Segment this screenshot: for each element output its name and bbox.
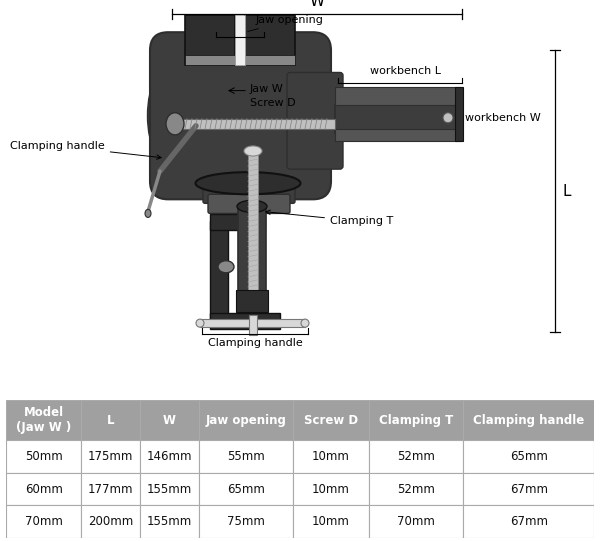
Bar [249, 315, 257, 335]
Bar [199, 505, 293, 538]
Bar [245, 55, 295, 65]
Text: 70mm: 70mm [397, 516, 435, 529]
Bar [199, 473, 293, 505]
Text: 155mm: 155mm [147, 516, 192, 529]
Bar [6, 400, 81, 440]
Bar [185, 55, 235, 65]
Text: 67mm: 67mm [509, 483, 548, 496]
Ellipse shape [301, 319, 309, 327]
Text: Jaw opening: Jaw opening [248, 15, 324, 31]
Bar [463, 505, 594, 538]
Bar [293, 505, 368, 538]
Text: 70mm: 70mm [25, 516, 62, 529]
Text: 175mm: 175mm [88, 450, 133, 463]
Ellipse shape [237, 200, 267, 213]
Ellipse shape [196, 319, 204, 327]
Bar [140, 473, 199, 505]
Text: 52mm: 52mm [397, 483, 435, 496]
Bar [199, 440, 293, 473]
Ellipse shape [148, 61, 203, 171]
Ellipse shape [443, 113, 453, 123]
Text: 10mm: 10mm [312, 516, 350, 529]
FancyBboxPatch shape [208, 194, 290, 213]
Bar [455, 87, 463, 141]
Bar [175, 119, 335, 129]
Bar [236, 290, 268, 312]
Bar [200, 319, 305, 327]
Bar [210, 313, 280, 329]
Bar [185, 15, 235, 65]
Ellipse shape [196, 172, 301, 194]
Bar [335, 129, 460, 141]
Text: 65mm: 65mm [227, 483, 265, 496]
Bar [140, 505, 199, 538]
Text: Screw D: Screw D [304, 413, 358, 426]
Bar [81, 473, 140, 505]
Text: 10mm: 10mm [312, 483, 350, 496]
Bar [199, 400, 293, 440]
Bar [335, 105, 460, 133]
Text: L: L [563, 184, 571, 199]
Text: 67mm: 67mm [509, 516, 548, 529]
Bar [6, 473, 81, 505]
Bar [238, 206, 266, 292]
Text: 10mm: 10mm [312, 450, 350, 463]
Text: workbench L: workbench L [370, 65, 440, 76]
Bar [293, 440, 368, 473]
Text: 177mm: 177mm [88, 483, 133, 496]
Text: 75mm: 75mm [227, 516, 265, 529]
Ellipse shape [244, 146, 262, 156]
Bar [293, 473, 368, 505]
Ellipse shape [166, 113, 184, 135]
Text: Screw D: Screw D [250, 98, 296, 108]
Text: Clamping handle: Clamping handle [473, 413, 584, 426]
Bar [81, 505, 140, 538]
Text: workbench W: workbench W [465, 113, 541, 123]
Text: Clamping handle: Clamping handle [10, 141, 161, 160]
Bar [6, 505, 81, 538]
Bar [81, 400, 140, 440]
FancyBboxPatch shape [203, 177, 295, 203]
Text: L: L [107, 413, 114, 426]
Bar [293, 400, 368, 440]
Bar [245, 15, 295, 65]
Text: Jaw opening: Jaw opening [206, 413, 287, 426]
Text: 155mm: 155mm [147, 483, 192, 496]
Bar [335, 87, 460, 105]
Text: 50mm: 50mm [25, 450, 62, 463]
FancyBboxPatch shape [150, 32, 331, 199]
Ellipse shape [218, 261, 234, 273]
Text: 65mm: 65mm [510, 450, 548, 463]
Bar [368, 440, 463, 473]
Text: Jaw W: Jaw W [250, 84, 284, 94]
Text: W: W [163, 413, 176, 426]
Bar [463, 440, 594, 473]
Bar [6, 440, 81, 473]
Ellipse shape [145, 209, 151, 217]
Bar [368, 505, 463, 538]
Bar [368, 473, 463, 505]
Text: Clamping handle: Clamping handle [208, 338, 302, 348]
Text: 55mm: 55mm [227, 450, 265, 463]
Bar [235, 15, 245, 65]
Bar [463, 473, 594, 505]
Bar [140, 440, 199, 473]
Bar [248, 149, 258, 292]
FancyBboxPatch shape [287, 72, 343, 169]
Bar [210, 214, 265, 229]
Text: 52mm: 52mm [397, 450, 435, 463]
Bar [81, 440, 140, 473]
Bar [140, 400, 199, 440]
Text: Model
(Jaw W ): Model (Jaw W ) [16, 406, 71, 434]
Text: Clamping T: Clamping T [379, 413, 453, 426]
Text: W: W [310, 0, 325, 9]
Text: Clamping T: Clamping T [266, 210, 393, 227]
Bar [210, 221, 228, 327]
Text: 146mm: 146mm [146, 450, 192, 463]
Bar [368, 400, 463, 440]
Text: 200mm: 200mm [88, 516, 133, 529]
Bar [463, 400, 594, 440]
Text: 60mm: 60mm [25, 483, 62, 496]
